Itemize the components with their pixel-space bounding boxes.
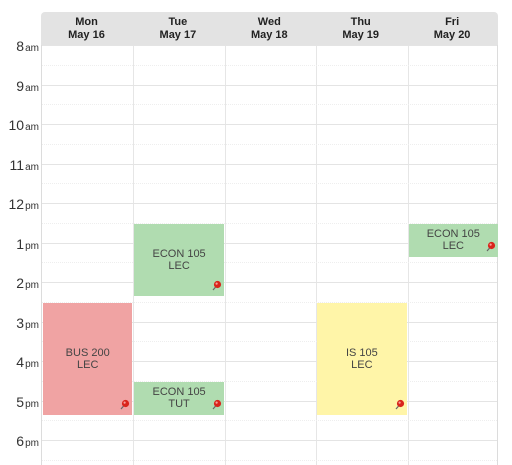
hour-line (42, 84, 497, 86)
half-hour-line (42, 64, 497, 66)
time-label: 2pm (0, 275, 39, 294)
event-title: BUS 200 LEC (65, 346, 110, 371)
hour-line (42, 400, 497, 402)
hour-number: 10 (8, 117, 25, 133)
date-label: May 20 (433, 29, 471, 41)
time-label: 3pm (0, 315, 39, 334)
date-label: May 16 (68, 29, 105, 41)
hour-line (42, 242, 497, 244)
hour-line (42, 321, 497, 323)
pushpin-icon[interactable] (484, 241, 496, 253)
calendar-grid[interactable]: BUS 200 LEC ECON 105 LEC ECON 105 TUT IS 10… (41, 45, 498, 465)
pushpin-icon[interactable] (210, 280, 222, 292)
time-label: 4pm (0, 354, 39, 373)
half-hour-line (42, 222, 497, 224)
am-pm-suffix: am (25, 122, 39, 133)
half-hour-line (42, 104, 497, 106)
day-of-week-label: Wed (257, 16, 281, 28)
pushpin-icon[interactable] (210, 399, 222, 411)
date-label: May 17 (159, 29, 197, 41)
hour-line (42, 203, 497, 204)
hour-number: 9 (16, 77, 25, 94)
half-hour-line (42, 143, 497, 145)
day-header-thu: Thu May 19 (315, 12, 406, 45)
hour-line (42, 361, 497, 362)
day-header-tue: Tue May 17 (132, 12, 223, 45)
half-hour-line (42, 420, 497, 422)
event-title: ECON 105 LEC (426, 228, 480, 253)
am-pm-suffix: pm (25, 201, 39, 212)
hour-number: 12 (8, 196, 25, 212)
half-hour-line (42, 301, 497, 303)
date-label: May 19 (342, 29, 380, 41)
am-pm-suffix: pm (25, 398, 39, 410)
day-divider (224, 45, 226, 465)
half-hour-line (42, 341, 497, 343)
date-label: May 18 (250, 29, 288, 41)
am-pm-suffix: pm (25, 240, 39, 252)
day-of-week-label: Thu (350, 16, 371, 28)
time-label: 6pm (0, 433, 39, 452)
half-hour-line (42, 380, 497, 382)
half-hour-line (42, 183, 497, 185)
am-pm-suffix: pm (25, 359, 39, 370)
day-header-row: Mon May 16 Tue May 17 Wed May 18 Thu May 19 Fri M… (41, 12, 498, 45)
event-title: ECON 105 LEC (152, 247, 206, 272)
time-label: 5pm (0, 394, 39, 413)
hour-number: 11 (9, 156, 25, 173)
calendar-event[interactable]: ECON 105 LEC (408, 223, 498, 257)
am-pm-suffix: am (25, 161, 39, 173)
hour-number: 8 (16, 38, 25, 54)
day-of-week-label: Mon (75, 16, 98, 28)
pushpin-icon[interactable] (393, 399, 405, 411)
am-pm-suffix: pm (25, 319, 39, 331)
day-divider (316, 45, 318, 465)
hour-number: 5 (16, 393, 25, 410)
hour-number: 1 (16, 235, 25, 252)
event-title: IS 105 LEC (345, 346, 378, 371)
day-header-fri: Fri May 20 (407, 12, 498, 45)
calendar-event[interactable]: BUS 200 LEC (43, 302, 133, 415)
calendar-event[interactable]: IS 105 LEC (317, 302, 407, 415)
am-pm-suffix: pm (25, 280, 39, 291)
pushpin-icon[interactable] (118, 399, 130, 411)
half-hour-line (42, 459, 497, 461)
day-divider (407, 45, 409, 465)
time-label: 1pm (0, 236, 39, 255)
am-pm-suffix: am (25, 82, 39, 94)
hour-number: 2 (16, 275, 25, 291)
time-label: 11am (0, 157, 39, 176)
am-pm-suffix: pm (25, 438, 39, 449)
day-header-mon: Mon May 16 (41, 12, 132, 45)
hour-number: 3 (16, 314, 25, 331)
hour-line (42, 45, 497, 46)
event-title: ECON 105 TUT (152, 386, 206, 411)
day-header-wed: Wed May 18 (224, 12, 315, 45)
time-label: 9am (0, 78, 39, 97)
day-of-week-label: Tue (168, 16, 188, 28)
am-pm-suffix: am (25, 43, 39, 54)
time-label: 12pm (0, 196, 39, 215)
day-of-week-label: Fri (445, 16, 460, 28)
hour-line (42, 124, 497, 125)
hour-line (42, 440, 497, 441)
hour-line (42, 282, 497, 283)
hour-line (42, 163, 497, 165)
hour-number: 6 (16, 433, 25, 449)
time-label: 10am (0, 117, 39, 136)
calendar-event[interactable]: ECON 105 LEC (134, 223, 224, 297)
day-divider (133, 45, 135, 465)
time-label: 8am (0, 38, 39, 57)
calendar-event[interactable]: ECON 105 TUT (134, 381, 224, 415)
half-hour-line (42, 262, 497, 264)
hour-number: 4 (16, 354, 25, 370)
